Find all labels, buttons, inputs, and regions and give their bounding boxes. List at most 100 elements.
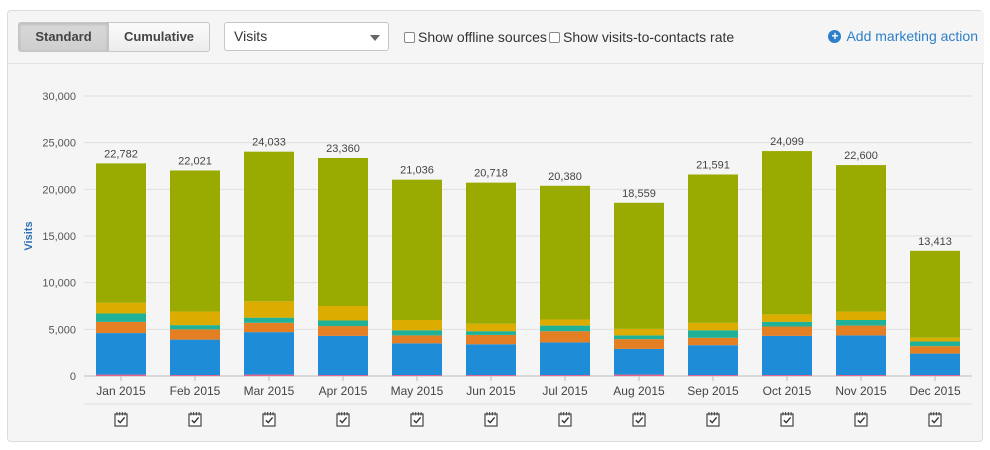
notepad-check-icon[interactable] (854, 412, 868, 427)
cumulative-button[interactable]: Cumulative (109, 23, 209, 51)
bar-segment[interactable] (392, 375, 442, 376)
notepad-check-icon[interactable] (262, 412, 276, 427)
bar-segment[interactable] (318, 326, 368, 336)
bar-segment[interactable] (762, 326, 812, 336)
bar-segment[interactable] (466, 344, 516, 376)
bar-segment[interactable] (318, 306, 368, 321)
bar-segment[interactable] (392, 343, 442, 376)
offline-sources-toggle[interactable]: Show offline sources (404, 29, 547, 45)
bar-segment[interactable] (762, 314, 812, 322)
bar-segment[interactable] (96, 163, 146, 303)
bar-segment[interactable] (540, 375, 590, 376)
standard-button[interactable]: Standard (19, 23, 109, 51)
bar-segment[interactable] (614, 374, 664, 376)
bar-segment[interactable] (836, 335, 886, 376)
offline-sources-checkbox[interactable] (404, 31, 415, 43)
bar-segment[interactable] (540, 185, 590, 320)
notepad-check-icon[interactable] (558, 412, 572, 427)
bar-segment[interactable] (762, 375, 812, 376)
bar-segment[interactable] (688, 322, 738, 331)
bar-segment[interactable] (244, 317, 294, 323)
x-tick-label: Nov 2015 (835, 384, 887, 398)
bar-segment[interactable] (540, 325, 590, 332)
bar-segment[interactable] (466, 323, 516, 332)
bar-segment[interactable] (170, 311, 220, 326)
bar-segment[interactable] (466, 331, 516, 335)
bar-segment[interactable] (540, 331, 590, 343)
visits-rate-toggle[interactable]: Show visits-to-contacts rate (549, 29, 734, 45)
bar-segment[interactable] (836, 320, 886, 326)
bar-segment[interactable] (688, 345, 738, 376)
bar-segment[interactable] (318, 157, 368, 306)
bar-segment[interactable] (910, 375, 960, 376)
x-tick-label: Apr 2015 (319, 384, 368, 398)
bar-segment[interactable] (614, 328, 664, 336)
bar-total-label: 24,099 (770, 136, 804, 148)
bar-segment[interactable] (392, 330, 442, 336)
bar-segment[interactable] (614, 339, 664, 349)
bar-segment[interactable] (466, 334, 516, 345)
bar-segment[interactable] (318, 320, 368, 327)
bar-segment[interactable] (244, 374, 294, 376)
bar-segment[interactable] (96, 333, 146, 375)
bar-segment[interactable] (614, 348, 664, 375)
bar-segment[interactable] (244, 322, 294, 333)
notepad-check-icon[interactable] (114, 412, 128, 427)
notepad-check-icon[interactable] (928, 412, 942, 427)
add-marketing-action-label: Add marketing action (846, 28, 978, 44)
notepad-check-icon[interactable] (706, 412, 720, 427)
y-axis-title: Visits (23, 221, 35, 250)
bar-segment[interactable] (836, 165, 886, 312)
notepad-check-icon[interactable] (336, 412, 350, 427)
bar-segment[interactable] (392, 320, 442, 331)
bar-segment[interactable] (392, 335, 442, 344)
bar-segment[interactable] (910, 250, 960, 338)
bar-segment[interactable] (688, 337, 738, 346)
bar-segment[interactable] (836, 375, 886, 376)
notepad-check-icon[interactable] (188, 412, 202, 427)
bar-segment[interactable] (170, 170, 220, 312)
bar-segment[interactable] (910, 353, 960, 376)
bar-segment[interactable] (466, 182, 516, 324)
bar-segment[interactable] (836, 325, 886, 336)
notepad-check-icon[interactable] (484, 412, 498, 427)
bar-segment[interactable] (836, 311, 886, 320)
bar-segment[interactable] (540, 319, 590, 326)
bar-segment[interactable] (244, 301, 294, 318)
bar-segment[interactable] (170, 329, 220, 340)
bar-segment[interactable] (910, 337, 960, 342)
bar-segment[interactable] (244, 332, 294, 375)
bar-segment[interactable] (170, 375, 220, 376)
bar-segment[interactable] (614, 202, 664, 329)
bar-segment[interactable] (96, 374, 146, 376)
metric-select[interactable]: Visits (224, 22, 389, 51)
bar-segment[interactable] (96, 313, 146, 322)
bar-segment[interactable] (762, 321, 812, 327)
bar-segment[interactable] (170, 325, 220, 330)
bar-segment[interactable] (910, 341, 960, 347)
bar-segment[interactable] (614, 335, 664, 340)
bar-segment[interactable] (688, 330, 738, 338)
notepad-check-icon[interactable] (410, 412, 424, 427)
bar-segment[interactable] (688, 174, 738, 323)
bar-segment[interactable] (466, 375, 516, 376)
bar-segment[interactable] (910, 346, 960, 354)
bar-segment[interactable] (688, 375, 738, 376)
metric-select-value: Visits (234, 28, 268, 44)
bar-segment[interactable] (540, 342, 590, 376)
bar-segment[interactable] (762, 151, 812, 315)
bar-total-label: 24,033 (252, 137, 286, 149)
bar-segment[interactable] (318, 335, 368, 376)
visits-rate-checkbox[interactable] (549, 31, 560, 43)
bar-segment[interactable] (96, 321, 146, 334)
plus-circle-icon: + (828, 29, 842, 43)
bar-segment[interactable] (392, 179, 442, 320)
add-marketing-action-link[interactable]: + Add marketing action (828, 28, 978, 44)
bar-segment[interactable] (244, 151, 294, 302)
bar-segment[interactable] (762, 335, 812, 376)
notepad-check-icon[interactable] (780, 412, 794, 427)
bar-segment[interactable] (170, 339, 220, 376)
bar-segment[interactable] (96, 302, 146, 314)
notepad-check-icon[interactable] (632, 412, 646, 427)
bar-segment[interactable] (318, 375, 368, 376)
